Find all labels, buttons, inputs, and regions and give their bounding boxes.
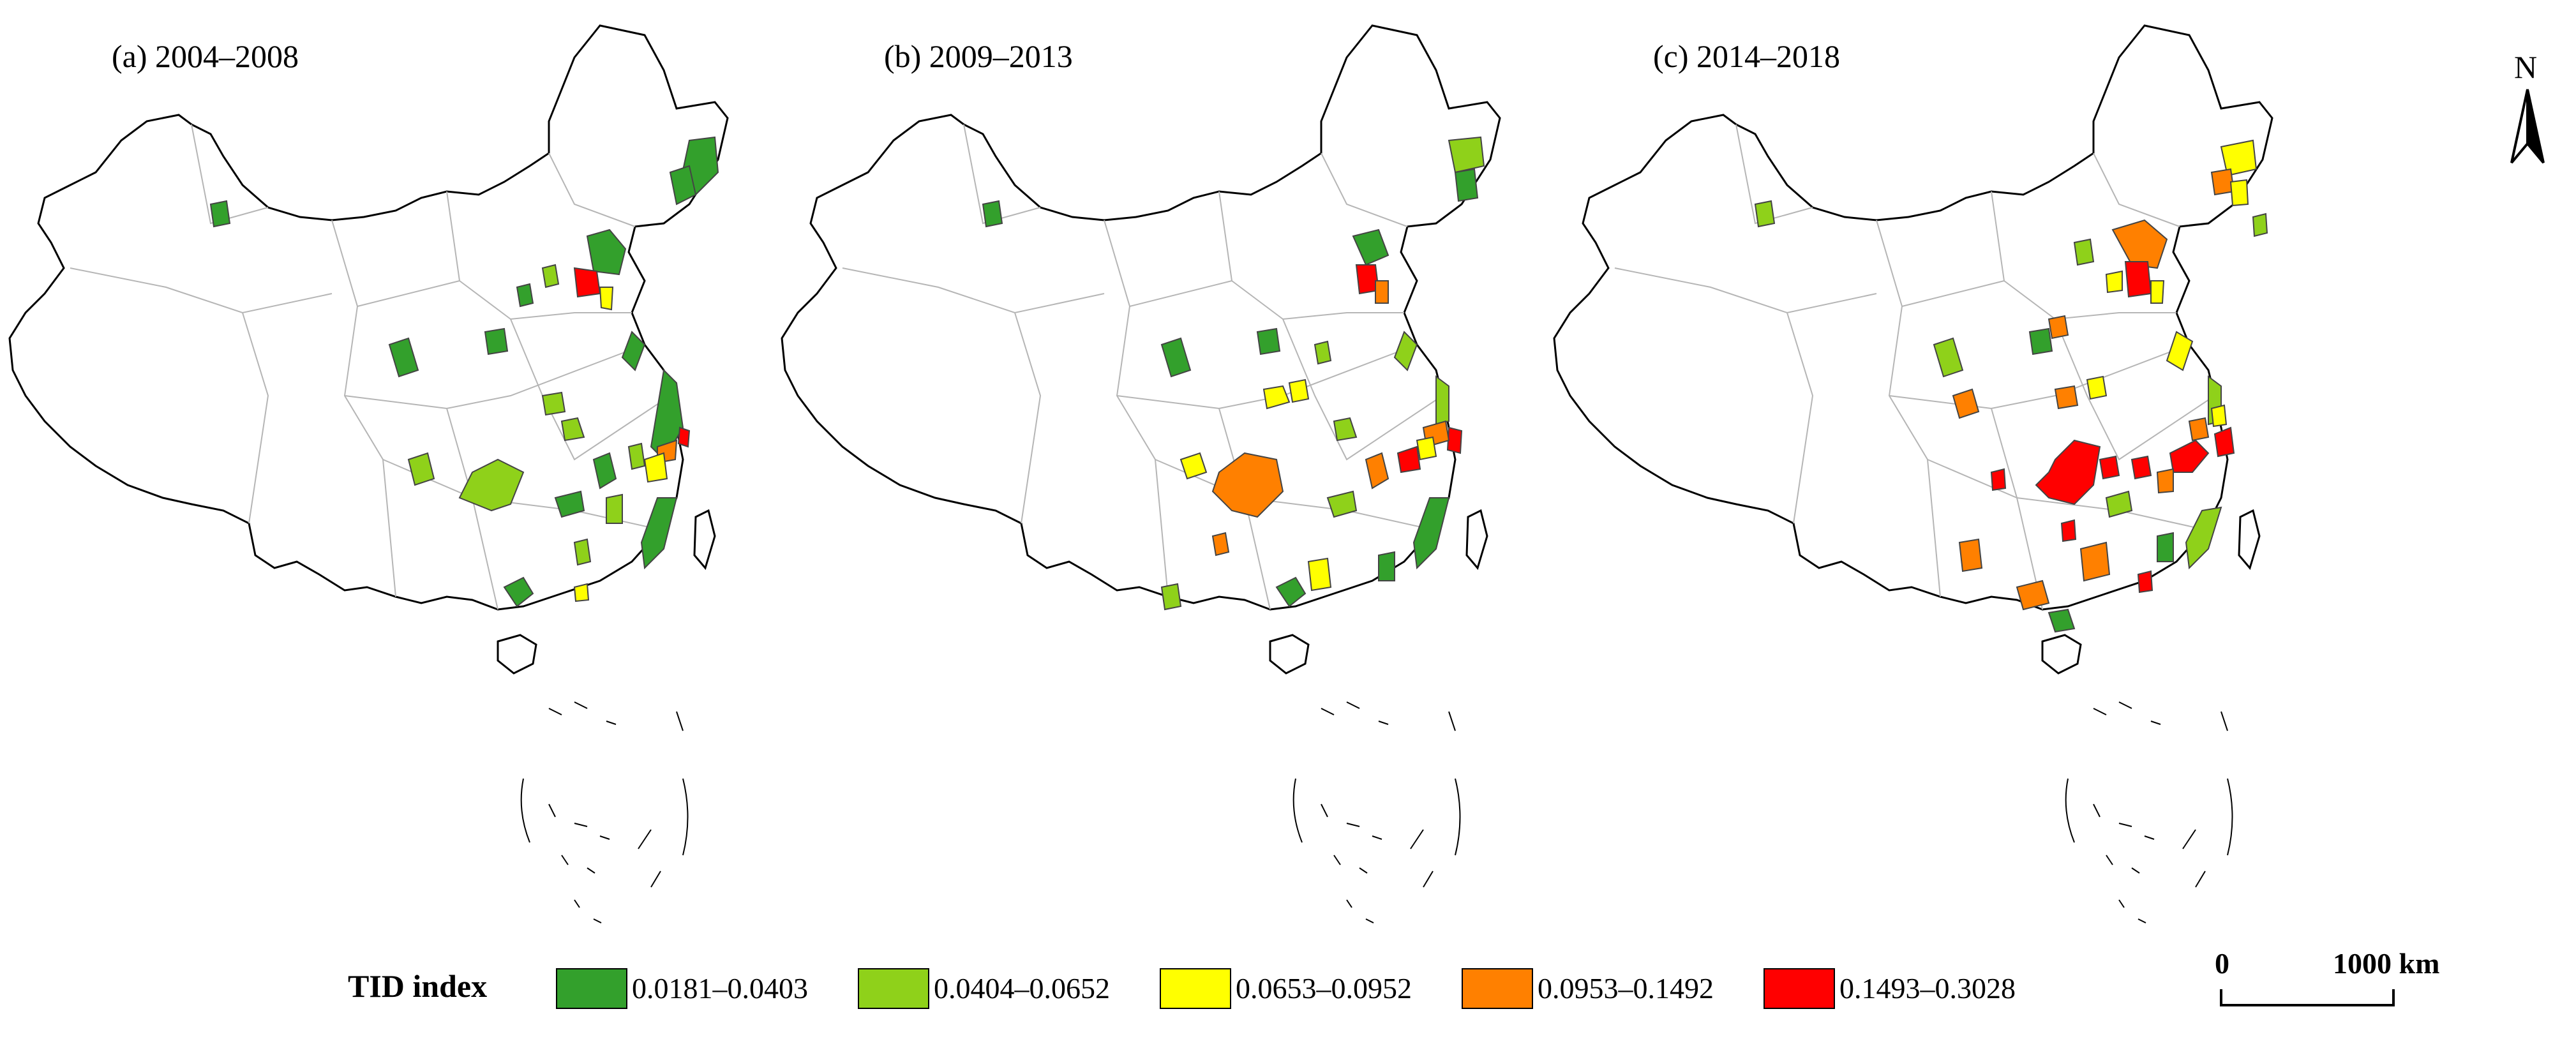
south-china-sea-islands [520,701,689,923]
province-boundaries [842,124,1443,610]
legend-swatch [858,968,929,1009]
legend-item: 0.0404–0.0652 [858,968,1110,1009]
scale-bar-line [2220,989,2395,1006]
legend-label: 0.0181–0.0403 [632,972,808,1005]
legend-item: 0.0953–0.1492 [1462,968,1714,1009]
scale-bar: 0 1000 km [2215,947,2439,1006]
regions [982,136,1485,611]
legend-item: 0.0181–0.0403 [556,968,808,1009]
north-arrow-icon [2510,89,2529,164]
legend-title: TID index [348,968,487,1004]
legend-swatch [1160,968,1231,1009]
regions [209,136,719,608]
south-china-sea-islands [1292,701,1461,923]
south-china-sea-islands [2065,701,2233,923]
map-panel-b [781,24,1501,923]
legend-label: 0.1493–0.3028 [1839,972,2016,1005]
north-arrow-label: N [2514,49,2537,85]
legend-label: 0.0953–0.1492 [1538,972,1714,1005]
legend-label: 0.0404–0.0652 [934,972,1110,1005]
scale-start-label: 0 [2215,947,2229,980]
map-panel-c [1553,24,2273,923]
panel-b-title: (b) 2009–2013 [884,38,1073,74]
map-panel-a [8,24,729,923]
legend: TID index 0.0181–0.0403 0.0404–0.0652 0.… [348,968,2016,1009]
north-arrow: N [2510,49,2545,164]
legend-label: 0.0653–0.0952 [1236,972,1412,1005]
panel-a-title: (a) 2004–2008 [112,38,299,74]
legend-item: 0.1493–0.3028 [1764,968,2016,1009]
panel-c-title: (c) 2014–2018 [1653,38,1840,74]
legend-swatch [1462,968,1533,1009]
legend-swatch [1764,968,1835,1009]
regions [1754,139,2268,633]
legend-swatch [556,968,627,1009]
scale-end-label: 1000 km [2333,947,2439,980]
legend-item: 0.0653–0.0952 [1160,968,1412,1009]
